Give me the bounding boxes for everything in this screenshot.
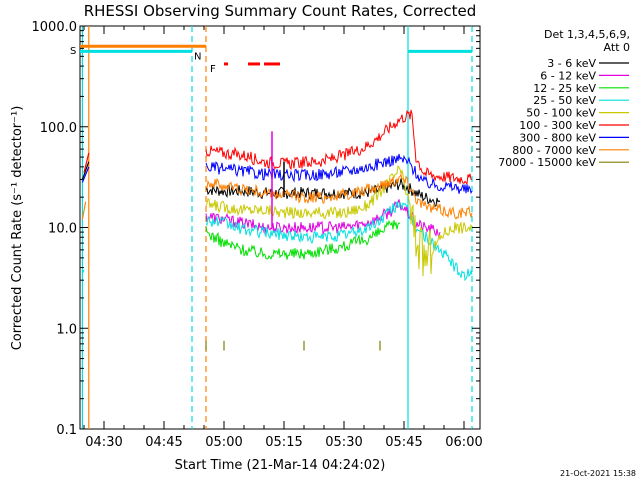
x-tick-label: 04:45: [145, 435, 182, 450]
series-line: [205, 219, 401, 260]
x-tick-label: 05:00: [205, 435, 242, 450]
legend-label: 6 - 12 keV: [540, 69, 596, 82]
flag-bars: S NF: [70, 44, 472, 75]
series-line: [205, 109, 473, 186]
x-tick-label: 05:45: [385, 435, 422, 450]
legend-header-line-1: Det 1,3,4,5,6,9,: [544, 28, 630, 41]
y-axis-ticks: 0.1 1.0 10.0 100.0 1000.0: [32, 20, 480, 438]
series-line: [81, 161, 90, 180]
series-line: [205, 165, 473, 277]
series-group: [81, 109, 473, 351]
legend-label: 12 - 25 keV: [533, 82, 596, 95]
footer-timestamp: 21-Oct-2021 15:38: [560, 469, 636, 478]
legend-label: 7000 - 15000 keV: [498, 156, 596, 169]
x-axis-ticks: 04:30 04:45 05:00 05:15 05:30 05:45 06:00: [83, 26, 483, 450]
y-tick-label: 1000.0: [32, 20, 78, 35]
legend-header-line-2: Att 0: [604, 41, 630, 54]
y-tick-label: 0.1: [56, 423, 77, 438]
series-line: [205, 199, 441, 238]
legend-label: 3 - 6 keV: [547, 57, 596, 70]
x-tick-label: 04:30: [85, 435, 122, 450]
legend-label: 300 - 800 keV: [519, 131, 596, 144]
series-line: [81, 269, 85, 274]
legend-label: 25 - 50 keV: [533, 94, 596, 107]
y-tick-label: 10.0: [48, 222, 77, 237]
flag-label: F: [210, 64, 216, 75]
x-tick-label: 05:15: [265, 435, 302, 450]
x-tick-label: 06:00: [445, 435, 482, 450]
flag-label: N: [194, 51, 201, 62]
chart-title: RHESSI Observing Summary Count Rates, Co…: [84, 2, 477, 20]
series-line: [83, 152, 90, 173]
x-tick-label: 05:30: [325, 435, 362, 450]
series-line: [81, 201, 87, 220]
y-tick-label: 1.0: [56, 322, 77, 337]
y-axis-title: Corrected Count Rate (s⁻¹ detector⁻¹): [10, 106, 25, 351]
x-axis-title: Start Time (21-Mar-14 04:24:02): [175, 458, 386, 473]
y-tick-label: 100.0: [40, 121, 77, 136]
series-line: [205, 172, 473, 220]
legend-label: 800 - 7000 keV: [512, 144, 596, 157]
flag-label: S: [70, 46, 76, 57]
legend-label: 100 - 300 keV: [519, 119, 596, 132]
legend-label: 50 - 100 keV: [526, 107, 596, 120]
series-line: [205, 153, 473, 195]
series-line: [205, 201, 473, 282]
